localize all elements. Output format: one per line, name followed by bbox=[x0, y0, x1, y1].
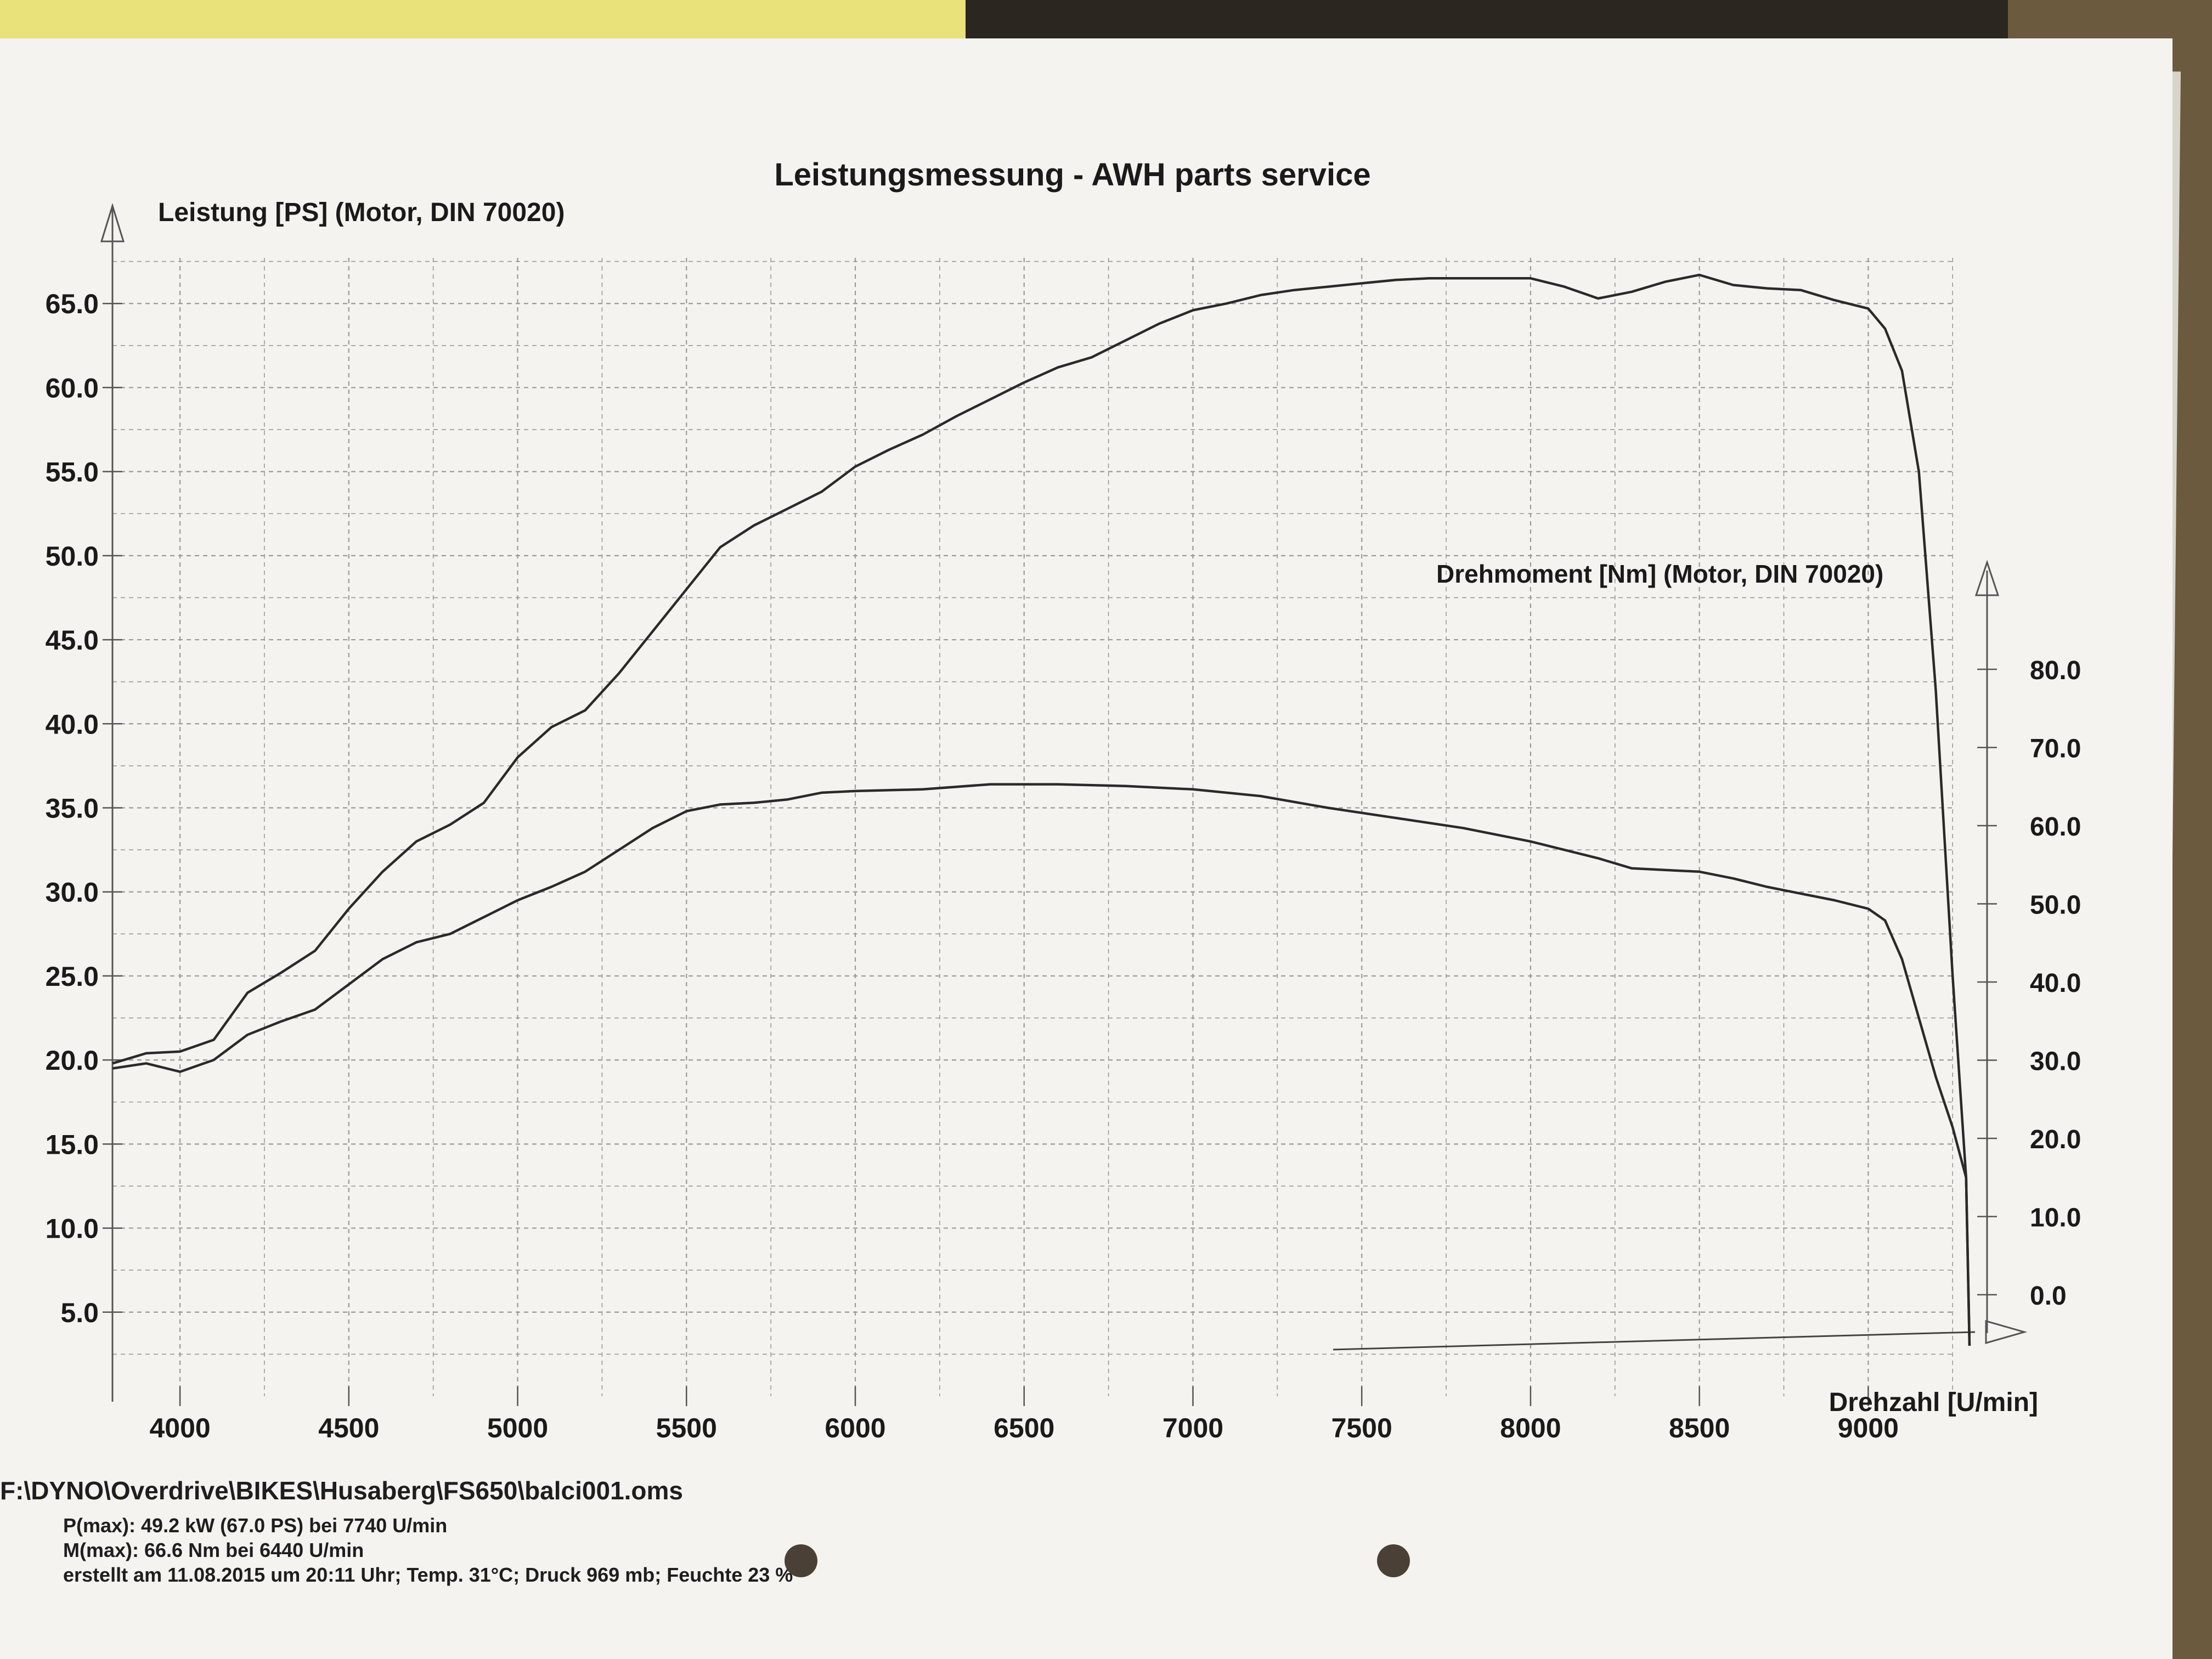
left-tick-label: 55.0 bbox=[46, 457, 99, 488]
right-tick-label: 30.0 bbox=[2030, 1047, 2081, 1076]
pmax-text: P(max): 49.2 kW (67.0 PS) bei 7740 U/min bbox=[63, 1514, 448, 1537]
right-axis-label: Drehmoment [Nm] (Motor, DIN 70020) bbox=[1436, 560, 1883, 588]
left-axis-ticks: 5.0 10.0 15.0 20.0 25.0 30.0 35.0 40.0 45.0 50.0 5… bbox=[46, 289, 122, 1328]
right-tick-label: 50.0 bbox=[2030, 891, 2081, 920]
x-tick-label: 5000 bbox=[487, 1413, 548, 1443]
x-tick-label: 8000 bbox=[1500, 1413, 1561, 1443]
x-tick-label: 4500 bbox=[318, 1413, 379, 1443]
mmax-text: M(max): 66.6 Nm bei 6440 U/min bbox=[63, 1539, 364, 1561]
left-tick-label: 50.0 bbox=[46, 541, 99, 572]
x-tick-label: 9000 bbox=[1838, 1413, 1899, 1443]
torque-curve bbox=[112, 783, 1971, 1346]
left-axis-arrow bbox=[100, 202, 125, 242]
axes bbox=[100, 202, 2028, 1402]
right-tick-label: 40.0 bbox=[2030, 969, 2081, 998]
x-tick-label: 7000 bbox=[1163, 1413, 1223, 1443]
created-text: erstellt am 11.08.2015 um 20:11 Uhr; Tem… bbox=[63, 1564, 793, 1586]
grid bbox=[112, 258, 1954, 1396]
right-tick-label: 70.0 bbox=[2030, 735, 2081, 764]
x-tick-label: 7500 bbox=[1331, 1413, 1392, 1443]
right-tick-label: 20.0 bbox=[2030, 1125, 2081, 1154]
left-axis-label: Leistung [PS] (Motor, DIN 70020) bbox=[158, 198, 565, 227]
punch-hole-right bbox=[1377, 1544, 1410, 1577]
baseline-trace bbox=[1333, 1331, 1976, 1351]
left-tick-label: 40.0 bbox=[46, 709, 99, 740]
left-tick-label: 30.0 bbox=[46, 877, 99, 908]
left-tick-label: 20.0 bbox=[46, 1045, 99, 1076]
chart-title: Leistungsmessung - AWH parts service bbox=[774, 157, 1370, 193]
x-tick-label: 8500 bbox=[1669, 1413, 1730, 1443]
right-tick-label: 10.0 bbox=[2030, 1204, 2081, 1233]
right-axis-arrow bbox=[1974, 560, 2000, 596]
left-tick-label: 35.0 bbox=[46, 793, 99, 824]
series-lines bbox=[112, 273, 1971, 1346]
left-tick-label: 5.0 bbox=[60, 1297, 99, 1328]
left-tick-label: 45.0 bbox=[46, 625, 99, 656]
punch-hole-left bbox=[785, 1544, 817, 1577]
x-axis-arrow bbox=[1985, 1320, 2028, 1344]
right-tick-label: 60.0 bbox=[2030, 812, 2081, 842]
left-tick-label: 25.0 bbox=[46, 961, 99, 992]
x-axis-ticks: 4000 4500 5000 5500 6000 6500 7000 7500 8000 8500… bbox=[149, 1386, 1899, 1443]
left-tick-label: 15.0 bbox=[46, 1129, 99, 1160]
file-path: F:\DYNO\Overdrive\BIKES\Husaberg\FS650\b… bbox=[0, 1476, 684, 1505]
right-tick-label: 0.0 bbox=[2030, 1282, 2067, 1311]
x-tick-label: 6000 bbox=[825, 1413, 885, 1443]
x-tick-label: 4000 bbox=[149, 1413, 210, 1443]
right-axis-ticks: 0.0 10.0 20.0 30.0 40.0 50.0 60.0 70.0 80.0 bbox=[1977, 656, 2081, 1311]
left-tick-label: 10.0 bbox=[46, 1214, 99, 1244]
left-tick-label: 60.0 bbox=[46, 373, 99, 403]
dyno-sheet bbox=[0, 38, 2172, 1659]
x-tick-label: 5500 bbox=[656, 1413, 717, 1443]
right-tick-label: 80.0 bbox=[2030, 656, 2081, 685]
x-tick-label: 6500 bbox=[994, 1413, 1054, 1443]
x-axis-label: Drehzahl [U/min] bbox=[1829, 1388, 2038, 1417]
left-tick-label: 65.0 bbox=[46, 289, 99, 319]
power-curve bbox=[112, 273, 1971, 1346]
